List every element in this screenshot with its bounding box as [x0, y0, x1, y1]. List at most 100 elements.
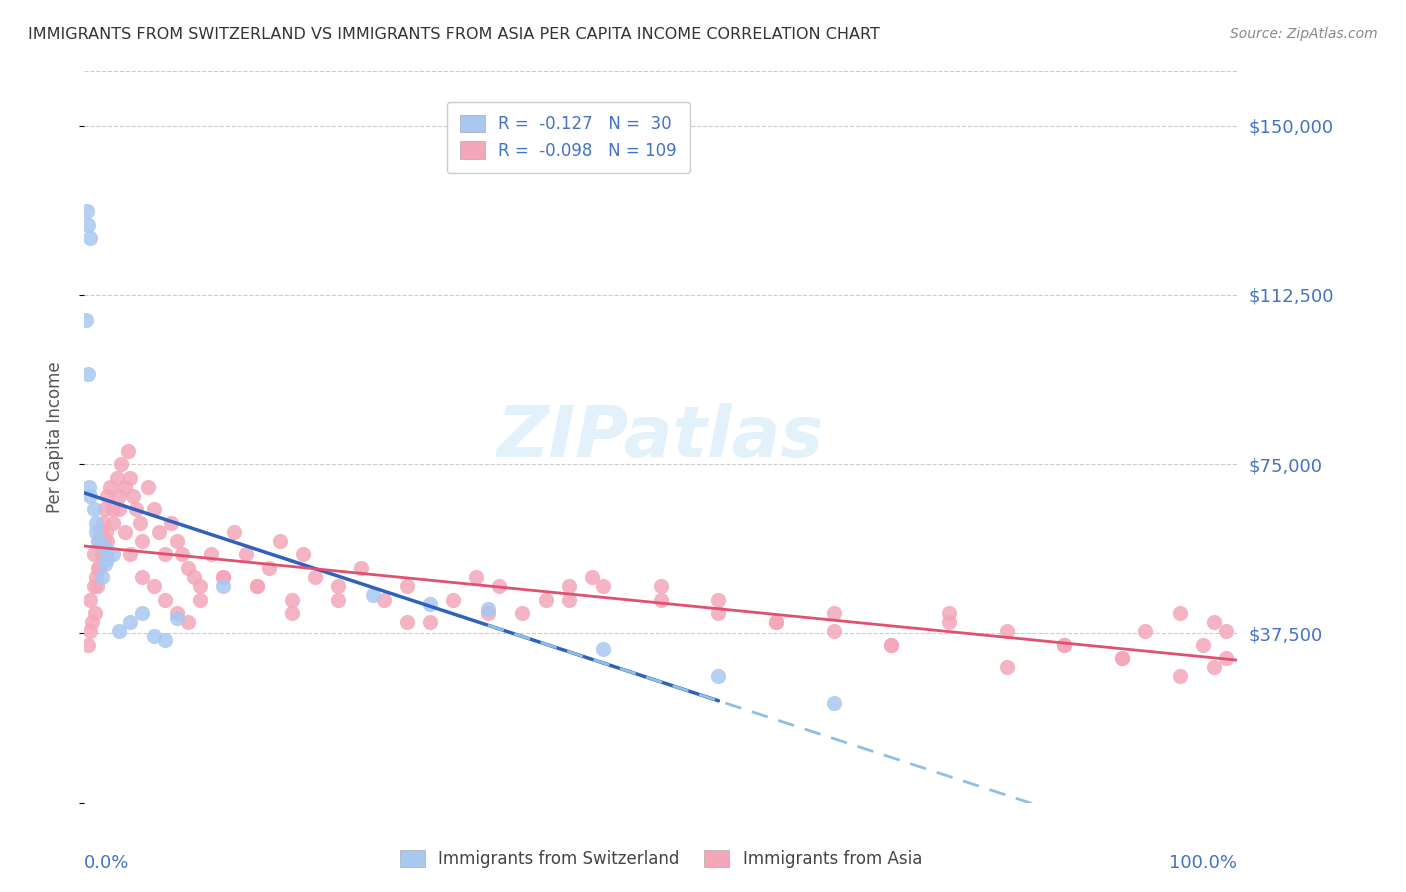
Point	[1204, 660, 1226, 674]
Point	[96, 533, 118, 548]
Point	[1191, 638, 1213, 652]
Point	[200, 548, 222, 562]
Point	[87, 533, 110, 548]
Point	[153, 633, 176, 648]
Point	[82, 615, 104, 630]
Point	[419, 615, 441, 630]
Point	[93, 533, 115, 548]
Point	[103, 502, 124, 516]
Point	[995, 660, 1018, 674]
Text: IMMIGRANTS FROM SWITZERLAND VS IMMIGRANTS FROM ASIA PER CAPITA INCOME CORRELATIO: IMMIGRANTS FROM SWITZERLAND VS IMMIGRANT…	[28, 27, 880, 42]
Point	[125, 502, 148, 516]
Point	[103, 516, 124, 530]
Point	[224, 524, 246, 539]
Point	[84, 516, 107, 530]
Point	[108, 502, 131, 516]
Point	[823, 606, 845, 620]
Point	[86, 579, 108, 593]
Point	[707, 606, 730, 620]
Legend: Immigrants from Switzerland, Immigrants from Asia: Immigrants from Switzerland, Immigrants …	[392, 844, 929, 875]
Point	[650, 592, 672, 607]
Point	[419, 597, 441, 611]
Point	[880, 638, 903, 652]
Point	[114, 480, 136, 494]
Point	[120, 548, 142, 562]
Point	[534, 592, 557, 607]
Point	[257, 561, 280, 575]
Point	[211, 570, 233, 584]
Point	[441, 592, 464, 607]
Point	[76, 204, 98, 219]
Point	[246, 579, 269, 593]
Point	[108, 489, 131, 503]
Point	[120, 471, 142, 485]
Point	[581, 570, 603, 584]
Text: Source: ZipAtlas.com: Source: ZipAtlas.com	[1230, 27, 1378, 41]
Point	[166, 610, 188, 624]
Point	[823, 624, 845, 639]
Point	[90, 538, 112, 552]
Point	[142, 579, 165, 593]
Point	[465, 570, 488, 584]
Point	[153, 548, 176, 562]
Point	[177, 615, 200, 630]
Point	[91, 516, 114, 530]
Point	[1053, 638, 1076, 652]
Point	[172, 548, 194, 562]
Point	[83, 606, 105, 620]
Text: ZIPatlas: ZIPatlas	[498, 402, 824, 472]
Point	[90, 570, 112, 584]
Point	[183, 570, 205, 584]
Text: 0.0%: 0.0%	[84, 854, 129, 872]
Point	[79, 592, 101, 607]
Point	[995, 624, 1018, 639]
Point	[235, 548, 257, 562]
Point	[304, 570, 326, 584]
Point	[765, 615, 787, 630]
Point	[188, 592, 211, 607]
Point	[269, 533, 291, 548]
Point	[880, 638, 903, 652]
Point	[765, 615, 787, 630]
Point	[166, 606, 188, 620]
Point	[292, 548, 315, 562]
Point	[120, 615, 142, 630]
Point	[246, 579, 269, 593]
Y-axis label: Per Capita Income: Per Capita Income	[45, 361, 63, 513]
Text: 100.0%: 100.0%	[1170, 854, 1237, 872]
Point	[1204, 615, 1226, 630]
Point	[87, 533, 110, 548]
Point	[96, 524, 118, 539]
Point	[160, 516, 183, 530]
Point	[96, 489, 118, 503]
Point	[326, 579, 349, 593]
Point	[79, 624, 101, 639]
Point	[136, 480, 159, 494]
Point	[76, 638, 98, 652]
Point	[79, 231, 101, 245]
Point	[84, 524, 107, 539]
Point	[142, 629, 165, 643]
Point	[96, 543, 118, 558]
Point	[557, 579, 579, 593]
Point	[83, 502, 105, 516]
Point	[76, 218, 98, 232]
Point	[281, 606, 304, 620]
Point	[281, 592, 304, 607]
Point	[94, 557, 117, 571]
Point	[938, 606, 960, 620]
Point	[128, 516, 150, 530]
Point	[83, 579, 105, 593]
Point	[110, 457, 132, 471]
Point	[396, 579, 419, 593]
Point	[114, 524, 136, 539]
Point	[326, 592, 349, 607]
Point	[211, 579, 233, 593]
Point	[477, 606, 499, 620]
Point	[707, 592, 730, 607]
Point	[131, 533, 153, 548]
Point	[1111, 651, 1133, 665]
Point	[477, 601, 499, 615]
Point	[650, 579, 672, 593]
Point	[707, 669, 730, 683]
